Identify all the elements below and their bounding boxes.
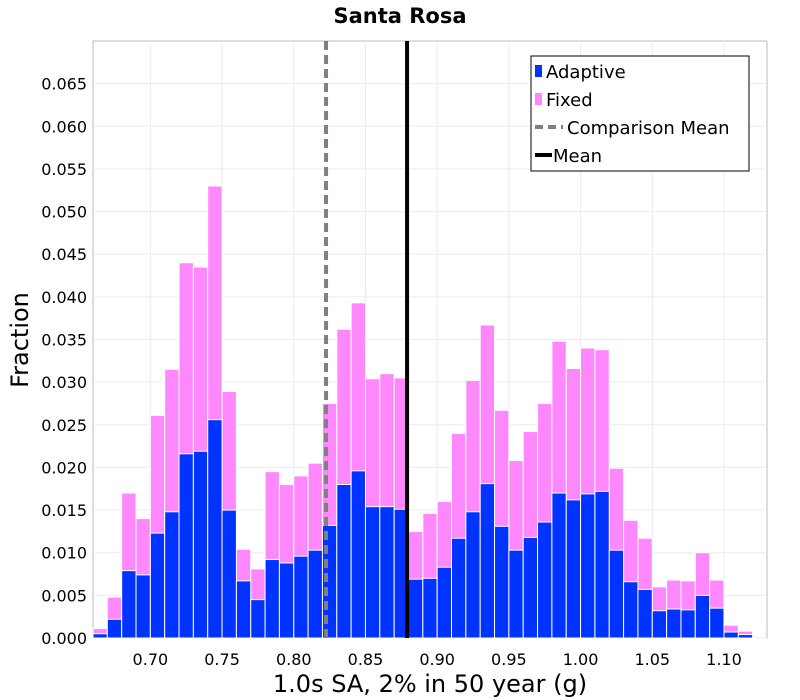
adaptive-bar: [207, 419, 223, 639]
adaptive-bar: [623, 581, 639, 639]
adaptive-bar: [565, 499, 582, 639]
adaptive-bar: [580, 493, 596, 639]
adaptive-bar: [494, 525, 510, 639]
legend-label-comparison-mean: Comparison Mean: [567, 118, 730, 139]
y-axis-label: Fraction: [6, 292, 34, 388]
y-tick-label: 0.030: [41, 373, 87, 392]
legend-label-mean: Mean: [553, 146, 602, 167]
y-tick-label: 0.065: [41, 75, 87, 94]
y-tick-label: 0.005: [41, 586, 87, 605]
y-tick-label: 0.060: [41, 117, 87, 136]
adaptive-bar: [651, 610, 668, 639]
adaptive-bar: [407, 578, 424, 639]
y-tick-label: 0.020: [41, 458, 87, 477]
x-tick-label: 1.10: [706, 650, 742, 669]
adaptive-bar: [522, 536, 539, 639]
adaptive-bar: [594, 490, 610, 639]
adaptive-bar: [135, 574, 151, 639]
legend-swatch-adaptive: [535, 65, 542, 77]
y-tick-label: 0.015: [41, 501, 87, 520]
x-axis-label: 1.0s SA, 2% in 50 year (g): [273, 670, 587, 698]
legend: Adaptive Fixed Comparison Mean Mean: [530, 55, 750, 172]
adaptive-bar: [336, 483, 352, 639]
y-tick-label: 0.050: [41, 203, 87, 222]
adaptive-bar: [551, 492, 567, 639]
adaptive-bar: [379, 506, 395, 639]
adaptive-bar: [106, 618, 123, 639]
adaptive-bar: [737, 634, 754, 639]
adaptive-bar: [508, 549, 524, 639]
adaptive-bar: [350, 470, 366, 639]
adaptive-bar: [436, 566, 453, 639]
adaptive-bar: [178, 453, 194, 639]
y-tick-label: 0.000: [41, 629, 87, 648]
adaptive-bar: [479, 483, 496, 639]
y-tick-label: 0.040: [41, 288, 87, 307]
adaptive-bar: [637, 588, 653, 639]
legend-box: [530, 55, 750, 172]
x-tick-label: 0.85: [348, 650, 384, 669]
y-tick-label: 0.055: [41, 160, 87, 179]
y-tick-label: 0.025: [41, 416, 87, 435]
adaptive-bar: [192, 450, 209, 639]
adaptive-bar: [723, 631, 739, 639]
chart-title: Santa Rosa: [333, 4, 466, 28]
adaptive-bar: [537, 521, 553, 639]
x-tick-label: 0.70: [133, 650, 169, 669]
y-axis-ticks: 0.000 0.005 0.010 0.015 0.020 0.025 0.030 0.035…: [41, 75, 87, 648]
reference-lines: [324, 41, 410, 638]
adaptive-bar: [709, 607, 725, 639]
adaptive-bar: [666, 608, 682, 639]
adaptive-bar: [465, 511, 481, 639]
adaptive-bar: [235, 580, 252, 639]
x-tick-label: 0.95: [491, 650, 527, 669]
adaptive-bar: [293, 555, 309, 639]
adaptive-bar: [264, 559, 280, 639]
adaptive-series: [92, 419, 754, 639]
adaptive-bar: [307, 549, 323, 639]
adaptive-bar: [121, 570, 137, 639]
y-tick-label: 0.035: [41, 331, 87, 350]
adaptive-bar: [608, 549, 625, 639]
adaptive-bar: [92, 633, 108, 639]
legend-label-adaptive: Adaptive: [546, 62, 626, 83]
legend-swatch-fixed: [535, 93, 542, 105]
x-tick-label: 0.90: [419, 650, 455, 669]
adaptive-bar: [422, 577, 438, 639]
adaptive-bar: [250, 599, 266, 639]
x-tick-label: 1.00: [563, 650, 599, 669]
adaptive-bar: [364, 506, 381, 639]
y-tick-label: 0.010: [41, 544, 87, 563]
legend-label-fixed: Fixed: [546, 90, 593, 111]
adaptive-bar: [164, 511, 180, 639]
adaptive-bar: [221, 509, 237, 639]
y-tick-label: 0.045: [41, 245, 87, 264]
adaptive-bar: [680, 609, 696, 639]
adaptive-bar: [694, 594, 711, 639]
x-tick-label: 0.75: [204, 650, 240, 669]
x-axis-ticks: 0.70 0.75 0.80 0.85 0.90 0.95 1.00 1.05 1.10: [133, 650, 742, 669]
x-tick-label: 0.80: [276, 650, 312, 669]
adaptive-bar: [149, 532, 166, 639]
adaptive-bar: [278, 562, 295, 639]
x-tick-label: 1.05: [634, 650, 670, 669]
adaptive-bar: [451, 537, 467, 639]
